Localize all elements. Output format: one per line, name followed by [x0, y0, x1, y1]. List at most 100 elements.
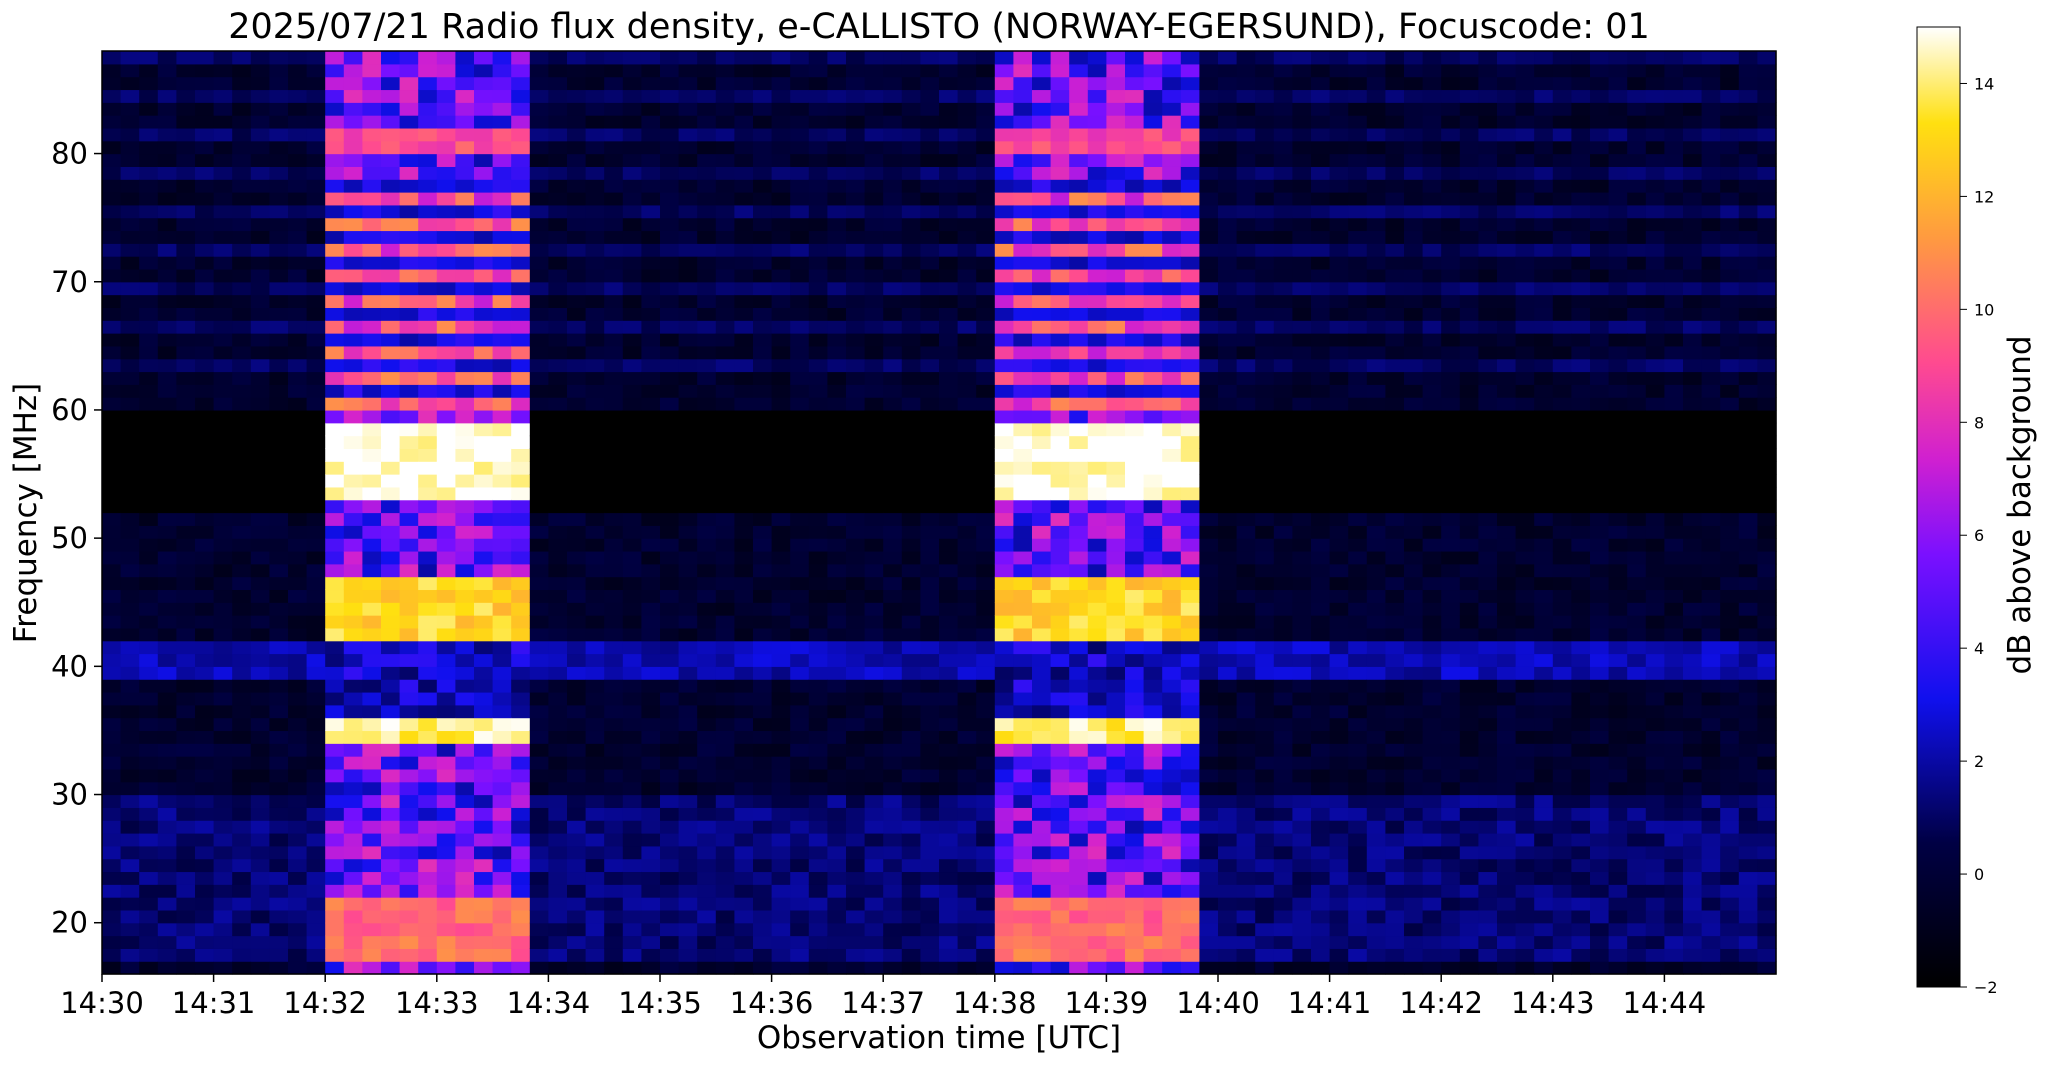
- heatmap-cell: [939, 935, 959, 949]
- heatmap-cell: [1385, 948, 1405, 962]
- heatmap-cell: [976, 217, 996, 232]
- heatmap-cell: [1199, 756, 1219, 770]
- heatmap-cell: [1162, 192, 1182, 206]
- heatmap-cell: [1106, 499, 1126, 514]
- heatmap-cell: [288, 63, 308, 78]
- heatmap-cell: [622, 422, 642, 437]
- heatmap-cell: [641, 384, 661, 398]
- heatmap-cell: [548, 679, 568, 693]
- heatmap-cell: [343, 794, 363, 808]
- heatmap-cell: [1273, 935, 1293, 949]
- heatmap-cell: [1236, 89, 1256, 103]
- heatmap-cell: [883, 538, 903, 552]
- heatmap-cell: [771, 268, 791, 283]
- heatmap-cell: [381, 474, 401, 488]
- heatmap-cell: [753, 166, 773, 180]
- heatmap-cell: [1311, 845, 1331, 860]
- heatmap-cell: [306, 486, 326, 501]
- heatmap-cell: [976, 140, 996, 155]
- heatmap-cell: [604, 922, 624, 937]
- heatmap-cell: [1162, 243, 1182, 257]
- heatmap-cell: [567, 640, 587, 655]
- heatmap-cell: [846, 845, 866, 860]
- heatmap-cell: [1143, 615, 1163, 629]
- heatmap-cell: [697, 409, 717, 424]
- heatmap-cell: [511, 435, 531, 449]
- heatmap-cell: [734, 576, 754, 591]
- heatmap-cell: [697, 499, 717, 514]
- heatmap-cell: [474, 115, 494, 129]
- heatmap-cell: [1273, 307, 1293, 321]
- heatmap-cell: [474, 179, 494, 193]
- heatmap-cell: [232, 76, 252, 91]
- heatmap-cell: [102, 140, 122, 155]
- heatmap-cell: [827, 743, 847, 757]
- heatmap-cell: [306, 653, 326, 667]
- heatmap-cell: [1050, 76, 1070, 91]
- heatmap-cell: [715, 192, 735, 206]
- heatmap-cell: [808, 794, 828, 808]
- heatmap-cell: [381, 409, 401, 424]
- heatmap-cell: [678, 217, 698, 232]
- heatmap-cell: [1180, 204, 1200, 219]
- heatmap-cell: [827, 679, 847, 693]
- heatmap-cell: [1218, 76, 1238, 91]
- heatmap-cell: [455, 653, 475, 667]
- heatmap-cell: [269, 397, 289, 411]
- heatmap-cell: [213, 820, 233, 834]
- heatmap-cell: [734, 820, 754, 834]
- heatmap-cell: [1292, 461, 1312, 475]
- heatmap-cell: [1236, 179, 1256, 193]
- heatmap-cell: [901, 256, 921, 270]
- heatmap-cell: [1218, 871, 1238, 885]
- heatmap-cell: [697, 627, 717, 642]
- heatmap-cell: [1069, 63, 1089, 78]
- heatmap-cell: [957, 691, 977, 706]
- heatmap-cell: [939, 666, 959, 680]
- heatmap-cell: [139, 320, 159, 334]
- heatmap-cell: [120, 768, 140, 783]
- heatmap-cell: [957, 563, 977, 578]
- heatmap-cell: [641, 589, 661, 603]
- heatmap-cell: [455, 961, 475, 975]
- heatmap-cell: [157, 268, 177, 283]
- heatmap-cell: [232, 217, 252, 232]
- heatmap-cell: [1366, 461, 1386, 475]
- heatmap-cell: [548, 140, 568, 155]
- heatmap-cell: [1050, 897, 1070, 911]
- heatmap-cell: [808, 166, 828, 180]
- heatmap-cell: [1143, 345, 1163, 360]
- heatmap-cell: [381, 948, 401, 962]
- heatmap-cell: [1032, 422, 1052, 437]
- heatmap-cell: [455, 307, 475, 321]
- heatmap-cell: [1273, 897, 1293, 911]
- heatmap-cell: [1329, 333, 1349, 347]
- heatmap-cell: [1329, 704, 1349, 719]
- heatmap-cell: [678, 115, 698, 129]
- heatmap-cell: [1255, 384, 1275, 398]
- heatmap-cell: [1143, 691, 1163, 706]
- heatmap-cell: [957, 858, 977, 873]
- heatmap-cell: [808, 807, 828, 821]
- heatmap-cell: [176, 320, 196, 334]
- heatmap-cell: [213, 127, 233, 142]
- heatmap-cell: [864, 256, 884, 270]
- heatmap-cell: [418, 897, 438, 911]
- heatmap-cell: [269, 474, 289, 488]
- heatmap-cell: [753, 192, 773, 206]
- heatmap-cell: [957, 76, 977, 91]
- heatmap-cell: [1329, 717, 1349, 732]
- heatmap-cell: [753, 666, 773, 680]
- heatmap-cell: [1348, 756, 1368, 770]
- heatmap-cell: [1069, 294, 1089, 308]
- heatmap-cell: [827, 268, 847, 283]
- heatmap-cell: [864, 422, 884, 437]
- heatmap-cell: [120, 948, 140, 962]
- heatmap-cell: [1385, 653, 1405, 667]
- heatmap-cell: [604, 550, 624, 565]
- heatmap-cell: [715, 179, 735, 193]
- heatmap-cell: [1199, 666, 1219, 680]
- heatmap-cell: [994, 76, 1014, 91]
- heatmap-cell: [1199, 615, 1219, 629]
